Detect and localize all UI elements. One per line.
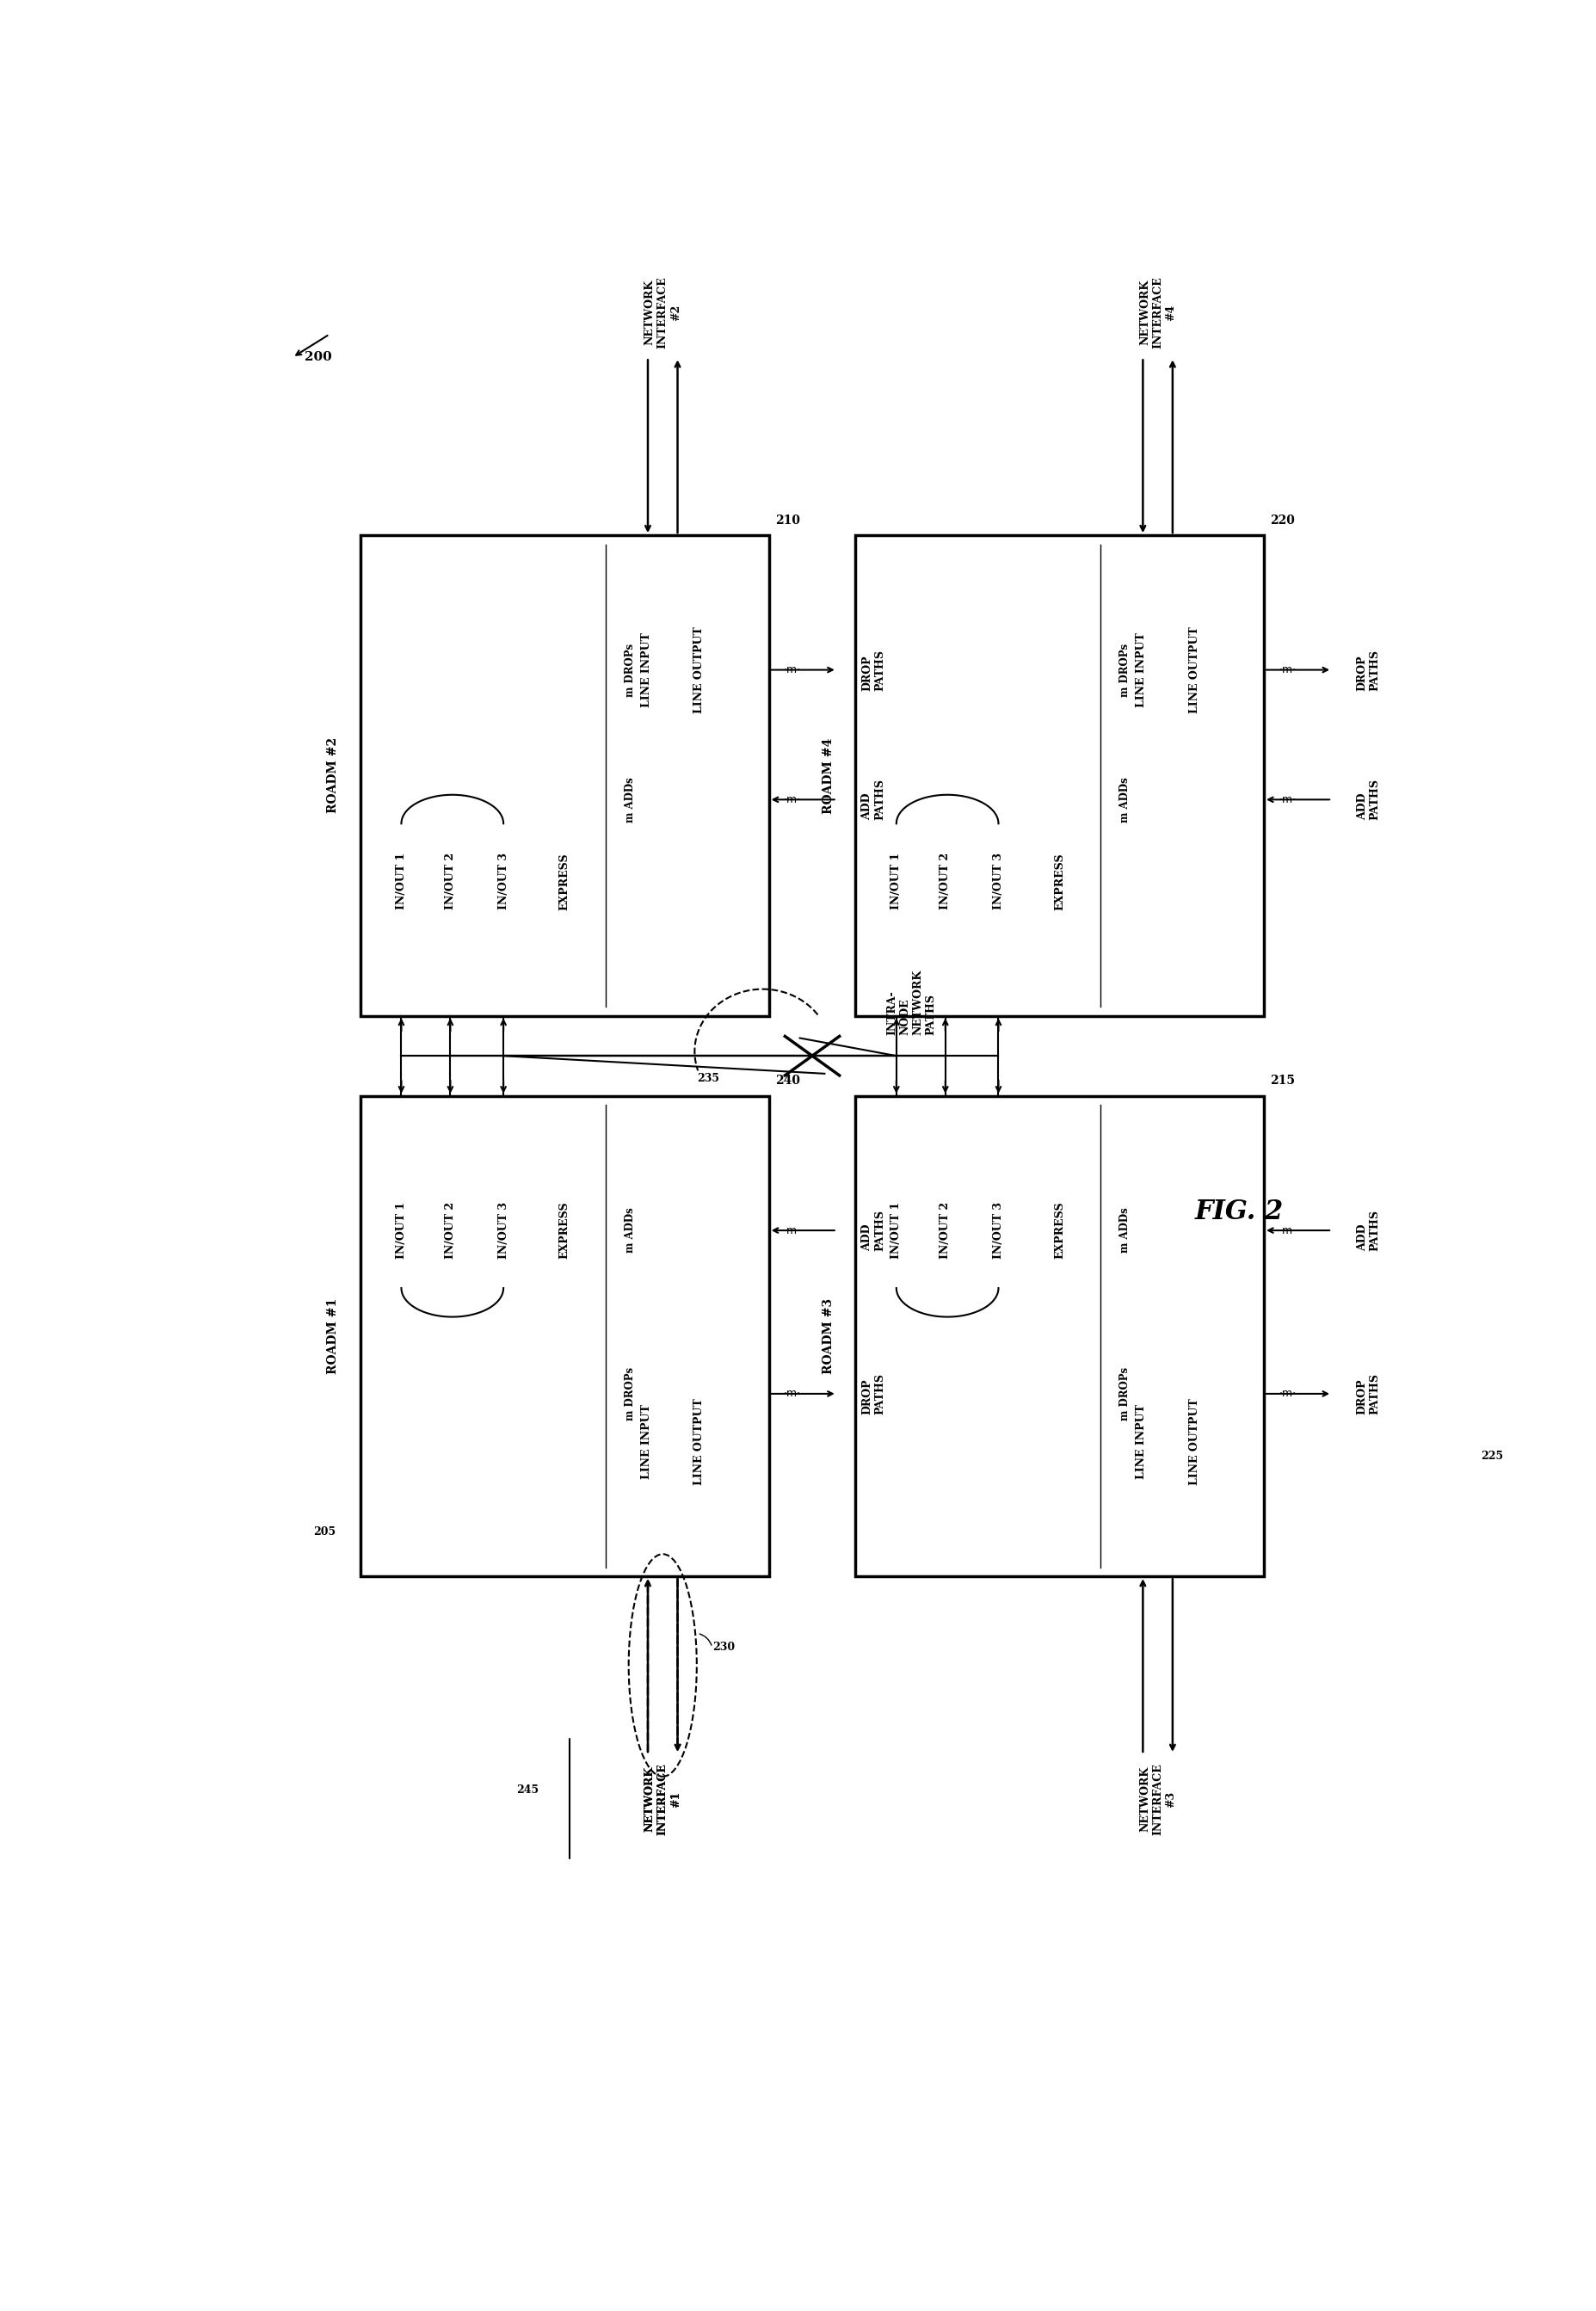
Text: DROP
PATHS: DROP PATHS <box>1357 649 1381 691</box>
Text: ADD
PATHS: ADD PATHS <box>862 779 886 820</box>
Text: ADD
PATHS: ADD PATHS <box>1357 779 1381 820</box>
Text: ·m·: ·m· <box>784 1225 801 1236</box>
Text: IN/OUT 3: IN/OUT 3 <box>498 1202 509 1259</box>
Text: IN/OUT 3: IN/OUT 3 <box>498 853 509 911</box>
Text: NETWORK
INTERFACE
#1: NETWORK INTERFACE #1 <box>643 1763 681 1835</box>
Text: IN/OUT 2: IN/OUT 2 <box>940 1202 951 1259</box>
Text: IN/OUT 1: IN/OUT 1 <box>891 1202 902 1259</box>
Text: EXPRESS: EXPRESS <box>1053 1202 1065 1259</box>
Text: ROADM #2: ROADM #2 <box>327 737 338 813</box>
Text: FIG. 2: FIG. 2 <box>1194 1197 1283 1225</box>
Text: NETWORK
INTERFACE
#1: NETWORK INTERFACE #1 <box>643 1763 681 1835</box>
Bar <box>855 1095 1264 1576</box>
Text: ADD
PATHS: ADD PATHS <box>862 1209 886 1250</box>
Text: IN/OUT 2: IN/OUT 2 <box>445 1202 456 1259</box>
Text: m DROPs: m DROPs <box>624 642 635 696</box>
Text: DROP
PATHS: DROP PATHS <box>1357 1373 1381 1414</box>
Text: NETWORK
INTERFACE
#4: NETWORK INTERFACE #4 <box>1138 277 1176 349</box>
Text: ·m·: ·m· <box>784 1389 801 1400</box>
Text: INTRA-
NODE
NETWORK
PATHS: INTRA- NODE NETWORK PATHS <box>886 971 935 1035</box>
Text: m DROPs: m DROPs <box>1119 1368 1130 1421</box>
Text: IN/OUT 1: IN/OUT 1 <box>396 853 407 911</box>
Text: IN/OUT 2: IN/OUT 2 <box>445 853 456 911</box>
Text: 215: 215 <box>1269 1075 1294 1086</box>
Text: m DROPs: m DROPs <box>624 1368 635 1421</box>
Text: LINE OUTPUT: LINE OUTPUT <box>1189 626 1200 714</box>
Text: ·m·: ·m· <box>784 663 801 675</box>
Text: IN/OUT 1: IN/OUT 1 <box>396 1202 407 1259</box>
Text: EXPRESS: EXPRESS <box>1053 853 1065 911</box>
Text: LINE OUTPUT: LINE OUTPUT <box>694 1398 705 1486</box>
Text: DROP
PATHS: DROP PATHS <box>862 1373 886 1414</box>
Bar <box>361 536 769 1017</box>
Text: LINE OUTPUT: LINE OUTPUT <box>1189 1398 1200 1486</box>
Text: EXPRESS: EXPRESS <box>559 1202 570 1259</box>
Text: 225: 225 <box>1479 1451 1502 1463</box>
Text: ROADM #3: ROADM #3 <box>822 1299 833 1375</box>
Text: IN/OUT 3: IN/OUT 3 <box>993 1202 1004 1259</box>
Text: 200: 200 <box>305 351 332 363</box>
Text: IN/OUT 3: IN/OUT 3 <box>993 853 1004 911</box>
Bar <box>361 1095 769 1576</box>
Text: m DROPs: m DROPs <box>1119 642 1130 696</box>
Text: 205: 205 <box>313 1525 335 1537</box>
Text: ·m·: ·m· <box>1278 1225 1296 1236</box>
Text: ROADM #1: ROADM #1 <box>327 1299 338 1375</box>
Text: m ADDs: m ADDs <box>1119 776 1130 823</box>
Text: ·m·: ·m· <box>1278 1389 1296 1400</box>
Text: 245: 245 <box>516 1784 539 1796</box>
Text: m ADDs: m ADDs <box>624 776 635 823</box>
Text: LINE INPUT: LINE INPUT <box>640 633 651 707</box>
Text: 235: 235 <box>696 1072 720 1084</box>
Bar <box>855 536 1264 1017</box>
Text: m ADDs: m ADDs <box>1119 1209 1130 1253</box>
Text: IN/OUT 1: IN/OUT 1 <box>891 853 902 911</box>
Text: ·m·: ·m· <box>1278 795 1296 804</box>
Text: IN/OUT 2: IN/OUT 2 <box>940 853 951 911</box>
Text: ADD
PATHS: ADD PATHS <box>1357 1209 1381 1250</box>
Text: NETWORK
INTERFACE
#3: NETWORK INTERFACE #3 <box>1138 1763 1176 1835</box>
Text: LINE INPUT: LINE INPUT <box>1135 1405 1146 1479</box>
Text: 230: 230 <box>712 1641 734 1652</box>
Text: EXPRESS: EXPRESS <box>559 853 570 911</box>
Text: m ADDs: m ADDs <box>624 1209 635 1253</box>
Text: ·m·: ·m· <box>1278 663 1296 675</box>
Text: 240: 240 <box>774 1075 800 1086</box>
Text: DROP
PATHS: DROP PATHS <box>862 649 886 691</box>
Text: LINE INPUT: LINE INPUT <box>640 1405 651 1479</box>
Text: ROADM #4: ROADM #4 <box>822 737 833 813</box>
Text: NETWORK
INTERFACE
#2: NETWORK INTERFACE #2 <box>643 277 681 349</box>
Text: ·m·: ·m· <box>784 795 801 804</box>
Text: 210: 210 <box>774 515 800 527</box>
Text: LINE OUTPUT: LINE OUTPUT <box>694 626 705 714</box>
Text: LINE INPUT: LINE INPUT <box>1135 633 1146 707</box>
Text: 220: 220 <box>1269 515 1294 527</box>
